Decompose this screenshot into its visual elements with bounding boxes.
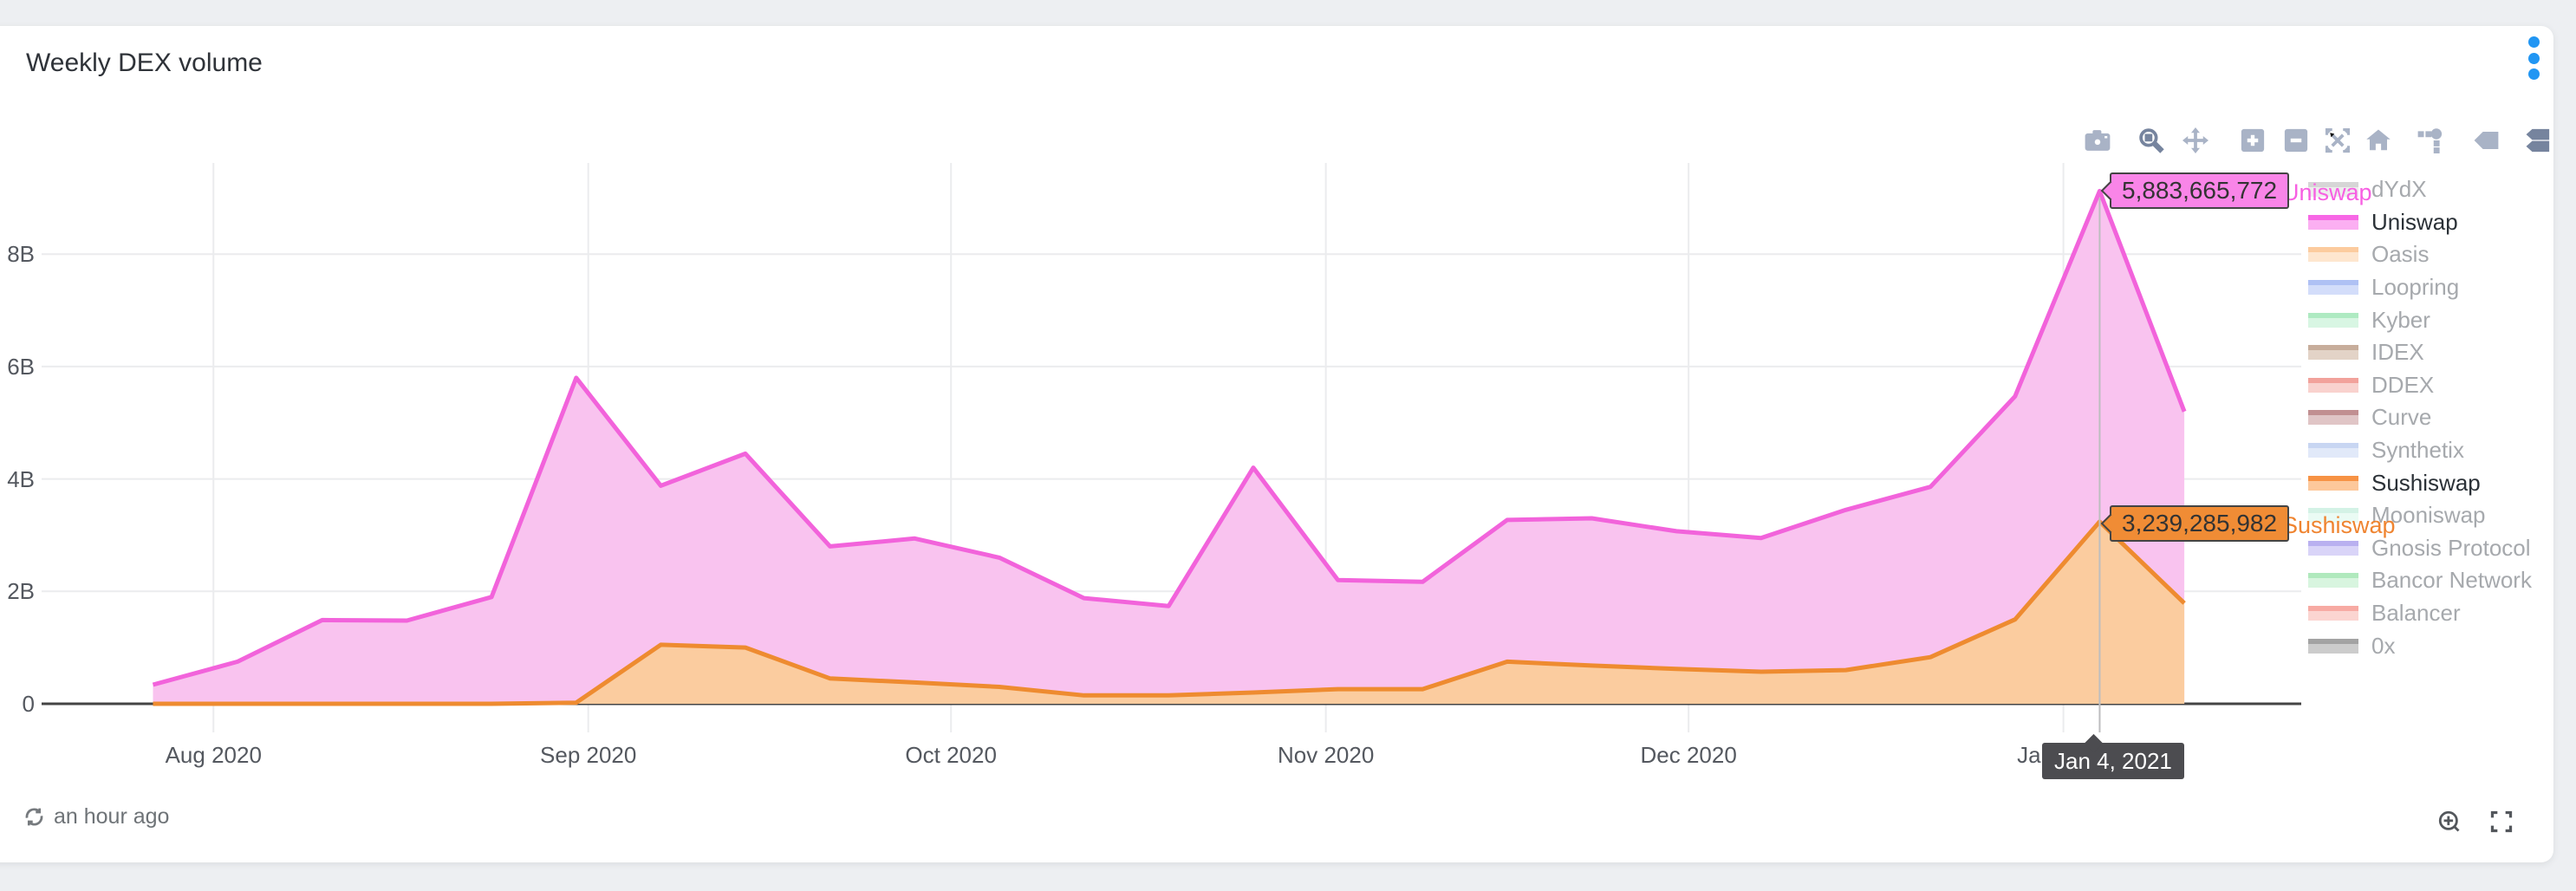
legend-swatch: [2308, 475, 2358, 491]
legend: dYdX Uniswap Oasis Loopring Kyber IDEX DDEX Cur…: [2308, 173, 2532, 662]
legend-swatch: [2308, 540, 2358, 556]
legend-label: Sushiswap: [2371, 469, 2481, 496]
legend-label: Bancor Network: [2371, 567, 2532, 594]
x-tick-label: Nov 2020: [1277, 742, 1375, 768]
home-icon[interactable]: [2363, 125, 2394, 156]
legend-item-gnosis-protocol[interactable]: Gnosis Protocol: [2308, 532, 2532, 565]
legend-label: Curve: [2371, 404, 2432, 431]
legend-item-idex[interactable]: IDEX: [2308, 336, 2532, 369]
uniswap-trace-label: Uniswap: [2282, 179, 2372, 205]
zoom-in-icon[interactable]: [2237, 125, 2268, 156]
sushiswap-trace-label: Sushiswap: [2282, 512, 2396, 538]
x-tick-label: Sep 2020: [540, 742, 637, 768]
y-tick-label: 8B: [7, 241, 35, 268]
legend-swatch: [2308, 410, 2358, 426]
x-axis-date-tooltip: Jan 4, 2021: [2042, 733, 2184, 779]
y-tick-label: 0: [22, 691, 35, 717]
legend-swatch: [2308, 182, 2358, 198]
legend-item-0x[interactable]: 0x: [2308, 629, 2532, 662]
legend-item-dydx[interactable]: dYdX: [2308, 173, 2532, 206]
fullscreen-icon[interactable]: [2489, 810, 2514, 834]
sushiswap-hover-value: 3,239,285,982: [2122, 510, 2278, 537]
hover-compare-icon[interactable]: [2522, 125, 2553, 156]
uniswap-hover-value: 5,883,665,772: [2122, 177, 2278, 204]
kebab-menu-icon[interactable]: [2521, 36, 2547, 80]
legend-swatch: [2308, 377, 2358, 393]
legend-item-synthetix[interactable]: Synthetix: [2308, 434, 2532, 467]
sushiswap-hover-tooltip: 3,239,285,982: [2100, 505, 2290, 542]
legend-label: dYdX: [2371, 176, 2427, 203]
legend-label: Loopring: [2371, 274, 2460, 301]
legend-swatch: [2308, 508, 2358, 524]
refresh-icon: [25, 808, 43, 826]
x-tick-label: Dec 2020: [1640, 742, 1737, 768]
legend-swatch: [2308, 638, 2358, 654]
zoom-icon[interactable]: [2136, 125, 2167, 156]
camera-icon[interactable]: [2082, 125, 2113, 156]
legend-item-oasis[interactable]: Oasis: [2308, 238, 2532, 271]
legend-label: DDEX: [2371, 371, 2435, 398]
kebab-dot: [2527, 52, 2540, 64]
legend-swatch: [2308, 606, 2358, 621]
y-tick-label: 6B: [7, 353, 35, 380]
legend-label: 0x: [2371, 632, 2396, 659]
footer-actions: [2437, 810, 2514, 834]
pan-icon[interactable]: [2180, 125, 2211, 156]
legend-label: Synthetix: [2371, 437, 2464, 464]
legend-label: Mooniswap: [2371, 502, 2486, 529]
autoscale-icon[interactable]: [2322, 125, 2353, 156]
spikelines-icon[interactable]: [2415, 125, 2446, 156]
legend-label: Uniswap: [2371, 208, 2458, 235]
legend-item-curve[interactable]: Curve: [2308, 401, 2532, 434]
last-updated-text: an hour ago: [54, 804, 170, 829]
refresh-status[interactable]: an hour ago: [23, 804, 169, 829]
legend-label: Kyber: [2371, 306, 2430, 333]
kebab-dot: [2527, 68, 2540, 80]
y-tick-label: 2B: [7, 578, 35, 605]
legend-label: IDEX: [2371, 339, 2424, 366]
page-title: Weekly DEX volume: [26, 49, 263, 77]
x-tick-label: Aug 2020: [165, 742, 262, 768]
hover-closest-icon[interactable]: [2470, 125, 2501, 156]
legend-item-sushiswap[interactable]: Sushiswap: [2308, 466, 2532, 499]
legend-item-balancer[interactable]: Balancer: [2308, 597, 2532, 630]
legend-item-loopring[interactable]: Loopring: [2308, 271, 2532, 304]
legend-swatch: [2308, 573, 2358, 589]
legend-swatch: [2308, 280, 2358, 296]
legend-swatch: [2308, 345, 2358, 361]
legend-swatch: [2308, 214, 2358, 230]
y-tick-label: 4B: [7, 465, 35, 492]
kebab-dot: [2527, 36, 2540, 48]
zoom-in-circle-icon[interactable]: [2437, 810, 2462, 834]
legend-item-bancor-network[interactable]: Bancor Network: [2308, 564, 2532, 597]
legend-label: Gnosis Protocol: [2371, 534, 2531, 561]
legend-item-uniswap[interactable]: Uniswap: [2308, 206, 2532, 239]
x-tick-label: Oct 2020: [905, 742, 997, 768]
zoom-out-icon[interactable]: [2280, 125, 2312, 156]
legend-swatch: [2308, 312, 2358, 328]
legend-label: Oasis: [2371, 241, 2430, 268]
legend-swatch: [2308, 443, 2358, 459]
legend-item-ddex[interactable]: DDEX: [2308, 369, 2532, 402]
legend-item-mooniswap[interactable]: Mooniswap: [2308, 499, 2532, 532]
legend-item-kyber[interactable]: Kyber: [2308, 303, 2532, 336]
date-tooltip-label: Jan 4, 2021: [2054, 747, 2172, 774]
uniswap-hover-tooltip: 5,883,665,772: [2100, 172, 2290, 209]
legend-label: Balancer: [2371, 600, 2461, 627]
legend-swatch: [2308, 247, 2358, 263]
plotly-modebar: [2082, 125, 2553, 156]
